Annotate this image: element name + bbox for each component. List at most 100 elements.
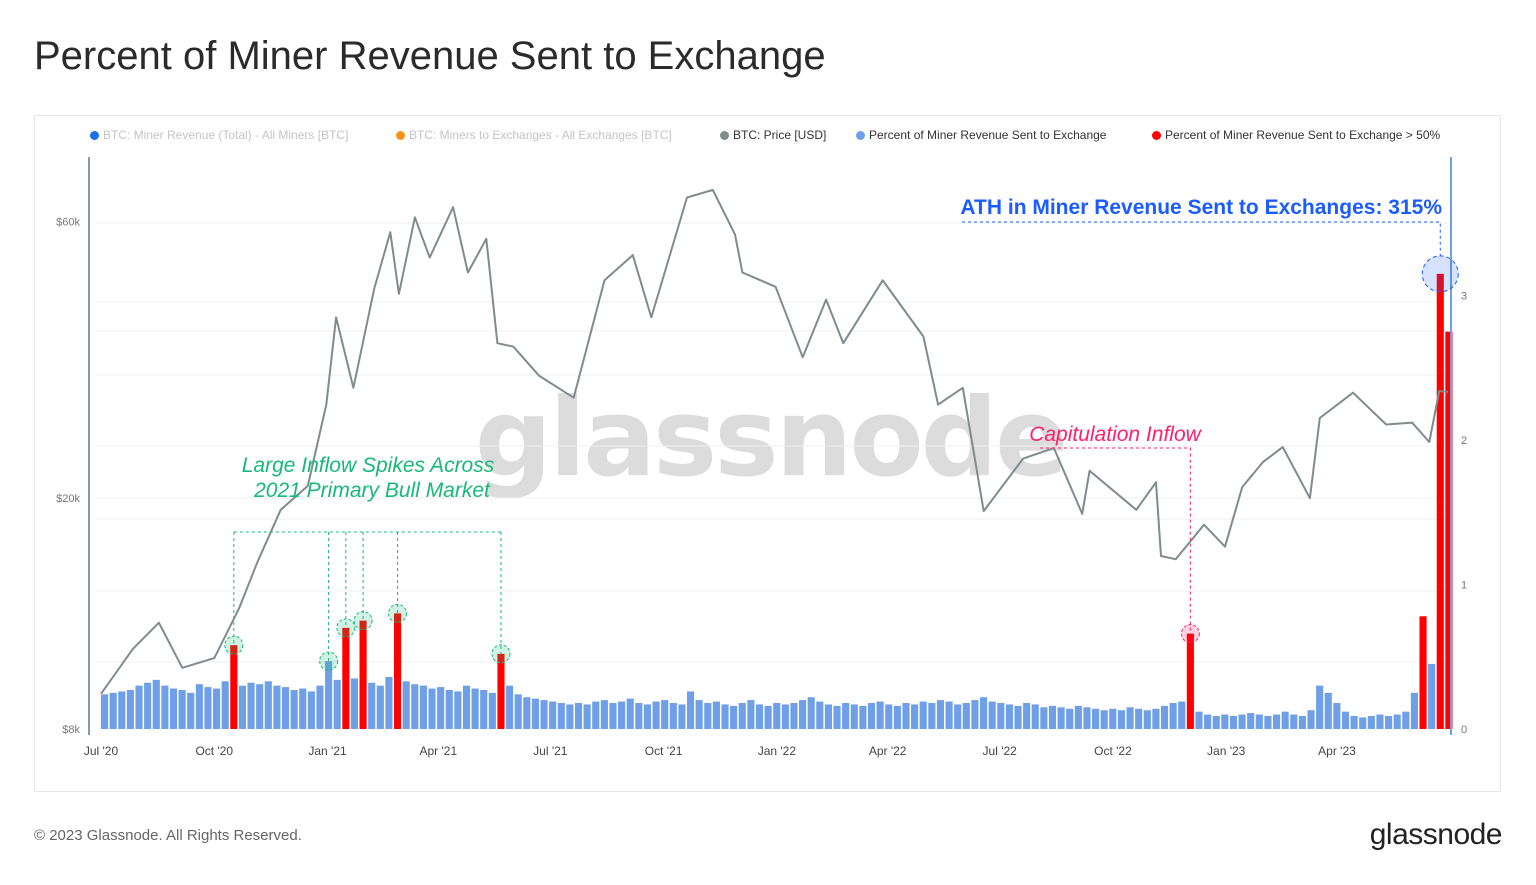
legend-dot-icon (90, 131, 99, 140)
y-tick-label-left: $60k (56, 216, 80, 228)
bar-above-threshold (359, 620, 367, 729)
bar (419, 685, 427, 729)
bar (1221, 714, 1229, 729)
legend-item[interactable]: BTC: Miners to Exchanges - All Exchanges… (396, 128, 672, 142)
bar (161, 685, 169, 729)
bar (712, 701, 720, 729)
bar-above-threshold (1436, 273, 1444, 729)
bar (316, 685, 324, 729)
x-tick-label: Jan '22 (758, 744, 797, 758)
bar (402, 681, 410, 729)
bar (592, 701, 600, 729)
page-title: Percent of Miner Revenue Sent to Exchang… (34, 34, 826, 78)
bar-above-threshold (1186, 633, 1194, 729)
bar (109, 692, 117, 729)
bar (1350, 715, 1358, 729)
x-tick-label: Jan '23 (1207, 744, 1246, 758)
y-tick-label-right: 0 (1461, 724, 1467, 736)
highlight-circle (491, 644, 511, 664)
bar (1204, 714, 1212, 729)
bar (350, 678, 359, 729)
bar (1229, 715, 1238, 729)
bar (1324, 692, 1332, 729)
bar (1160, 705, 1169, 729)
legend-item[interactable]: BTC: Miner Revenue (Total) - All Miners … (90, 128, 348, 142)
bar (1014, 705, 1022, 729)
legend-label: Percent of Miner Revenue Sent to Exchang… (1165, 128, 1441, 142)
bar (238, 685, 246, 729)
bar (945, 701, 953, 729)
bar (1100, 710, 1108, 729)
bar (1393, 714, 1401, 729)
bar (643, 704, 652, 729)
bar (376, 685, 384, 729)
bar (1040, 707, 1048, 729)
legend-item[interactable]: Percent of Miner Revenue Sent to Exchang… (1152, 128, 1440, 142)
bar (178, 689, 186, 729)
bar-above-threshold (230, 645, 238, 729)
bar (893, 705, 901, 729)
legend-item[interactable]: BTC: Price [USD] (720, 128, 826, 142)
bar (1005, 704, 1013, 729)
legend-dot-icon (1152, 131, 1161, 140)
bar (979, 697, 988, 729)
bar (1057, 707, 1065, 729)
price-line (100, 188, 1448, 695)
bull-annotation-line2: 2021 Primary Bull Market (253, 479, 491, 502)
bar (652, 701, 660, 729)
bar (290, 689, 298, 729)
bar (574, 702, 583, 729)
bar (1023, 702, 1031, 729)
bar (1359, 717, 1367, 729)
legend-label: BTC: Miners to Exchanges - All Exchanges… (409, 128, 672, 142)
bar (1152, 708, 1160, 729)
bar (368, 682, 376, 729)
bar (1402, 711, 1410, 729)
x-tick-label: Jan '21 (308, 744, 347, 758)
bull-annotation-line1: Large Inflow Spikes Across (242, 454, 495, 477)
bar (816, 701, 824, 729)
bar (1247, 713, 1255, 729)
bar (824, 704, 832, 729)
legend-label: BTC: Miner Revenue (Total) - All Miners … (103, 128, 349, 142)
legend-label: Percent of Miner Revenue Sent to Exchang… (869, 128, 1107, 142)
legend-dot-icon (720, 131, 729, 140)
bar-above-threshold (393, 613, 402, 729)
y-tick-label-left: $20k (56, 493, 80, 505)
bar (773, 702, 781, 729)
bar (1410, 692, 1418, 729)
bar (299, 688, 307, 729)
bar (1316, 685, 1324, 729)
bar (1428, 663, 1436, 729)
legend-item[interactable]: Percent of Miner Revenue Sent to Exchang… (856, 128, 1106, 142)
bar (531, 698, 539, 729)
chart-frame (34, 115, 1501, 792)
bar (152, 679, 160, 729)
bar (126, 689, 134, 729)
bar (704, 702, 712, 729)
bar (1307, 710, 1315, 729)
bar (738, 702, 746, 729)
x-tick-label: Apr '22 (869, 744, 907, 758)
bar (135, 685, 143, 729)
bar (428, 688, 436, 729)
bar (678, 704, 686, 729)
watermark: glassnode (475, 376, 1065, 501)
bar (1212, 715, 1220, 729)
bar (169, 688, 178, 729)
bar (471, 688, 479, 729)
copyright: © 2023 Glassnode. All Rights Reserved. (34, 827, 302, 844)
bar (1272, 714, 1281, 729)
bar (790, 702, 798, 729)
bar (919, 701, 927, 729)
bar (867, 702, 876, 729)
bar (807, 697, 815, 729)
bar (1264, 715, 1272, 729)
highlight-circle (336, 618, 356, 638)
x-tick-label: Apr '23 (1318, 744, 1356, 758)
x-tick-label: Apr '21 (419, 744, 457, 758)
ath-annotation: ATH in Miner Revenue Sent to Exchanges: … (960, 196, 1442, 219)
x-tick-label: Jul '22 (983, 744, 1018, 758)
bar (187, 692, 195, 729)
